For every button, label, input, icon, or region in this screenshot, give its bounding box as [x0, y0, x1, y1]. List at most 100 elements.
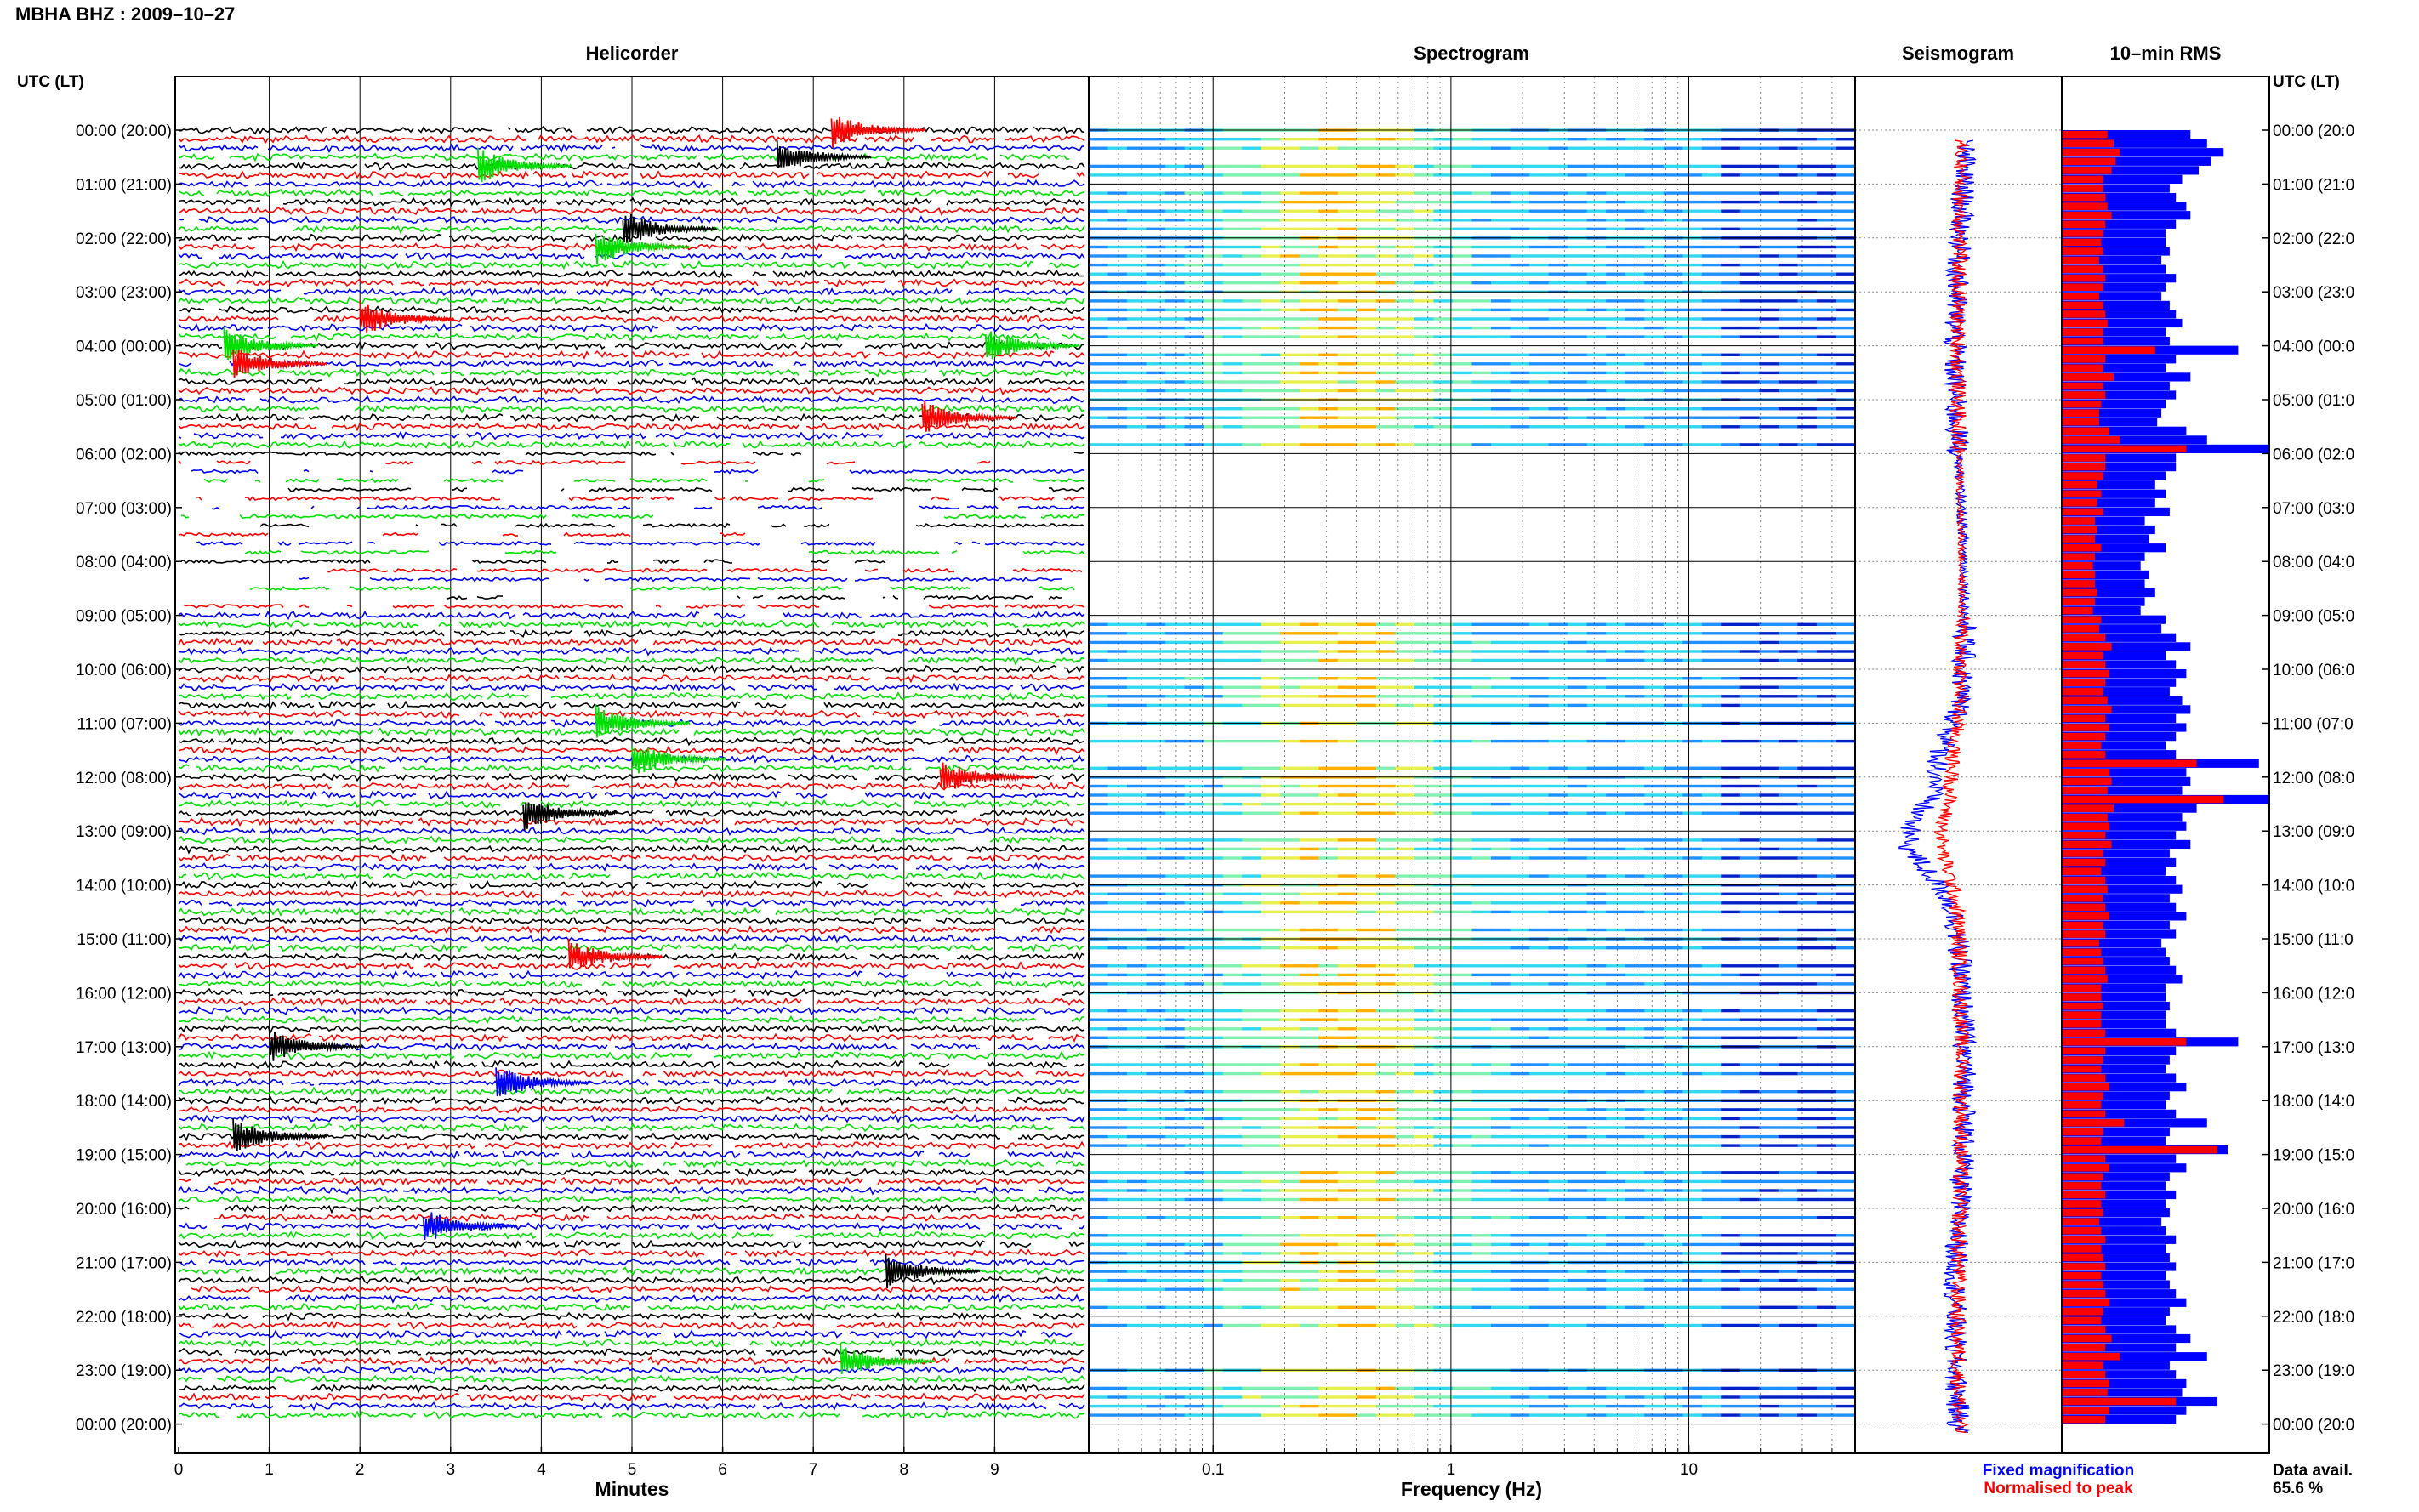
spectrogram-cell [1204, 874, 1224, 878]
spectrogram-cell [1261, 784, 1281, 788]
spectrogram-cell [1375, 1189, 1396, 1192]
spectrogram-cell [1739, 308, 1760, 312]
spectrogram-cell [1721, 811, 1741, 815]
time-label-left: 22:00 (18:00) [76, 1309, 172, 1327]
rms-normalised-bar [2062, 480, 2097, 489]
rms-normalised-bar [2062, 643, 2112, 651]
spectrogram-cell [1586, 739, 1607, 743]
spectrogram-cell [1721, 380, 1741, 384]
spectrogram-cell [1606, 416, 1626, 419]
spectrogram-cell [1797, 1305, 1818, 1309]
spectrogram-cell [1433, 362, 1454, 366]
spectrogram-cell [1242, 847, 1262, 851]
spectrogram-cell [1222, 1287, 1243, 1291]
spectrogram-cell [1701, 1126, 1722, 1129]
rms-fixed-bar [2062, 1244, 2166, 1253]
spectrogram-cell [1739, 281, 1760, 285]
spectrogram-cell [1375, 371, 1396, 375]
helicorder-trace [178, 1249, 241, 1258]
spectrogram-cell [1644, 739, 1665, 743]
spectrogram-cell [1184, 793, 1204, 797]
spectrogram-cell [1739, 1386, 1760, 1390]
helicorder-trace [816, 997, 1085, 1006]
spectrogram-cell [1414, 982, 1434, 986]
spectrogram-cell [1222, 1144, 1243, 1147]
spectrogram-cell [1453, 1252, 1473, 1255]
helicorder-trace [1068, 1125, 1085, 1131]
spectrogram-cell [1797, 928, 1818, 932]
time-label-left: 17:00 (13:00) [76, 1039, 172, 1057]
spectrogram-cell [1127, 901, 1147, 905]
spectrogram-cell [1529, 317, 1550, 321]
spectrogram-cell [1644, 766, 1665, 770]
spectrogram-cell [1318, 703, 1339, 708]
helicorder-trace [864, 568, 879, 572]
spectrogram-cell [1184, 425, 1204, 429]
spectrogram-cell [1663, 308, 1683, 312]
helicorder-trace [247, 1248, 595, 1258]
spectrogram-cell [1548, 138, 1568, 141]
helicorder-trace [178, 925, 996, 935]
spectrogram-cell [1414, 793, 1434, 797]
spectrogram-cell [1222, 677, 1243, 680]
spectrogram-cell [1568, 425, 1588, 429]
spectrogram-cell [1586, 389, 1607, 393]
spectrogram-cell [1127, 1063, 1147, 1066]
spectrogram-cell [1586, 658, 1607, 662]
spectrogram-cell [1261, 1117, 1281, 1121]
helicorder-trace [316, 359, 664, 368]
spectrogram-cell [1568, 632, 1588, 635]
spectrogram-cell [1146, 1287, 1166, 1291]
spectrogram-cell [1548, 784, 1568, 788]
time-label-right: 14:00 (10:0 [2273, 878, 2354, 895]
spectrogram-cell [1586, 1242, 1607, 1247]
spectrogram-cell [1721, 739, 1741, 743]
spectrogram-cell [1644, 1108, 1665, 1111]
spectrogram-cell [1146, 326, 1166, 330]
spectrogram-cell [1759, 1189, 1779, 1192]
helicorder-trace [178, 323, 264, 332]
helicorder-trace [629, 197, 932, 207]
spectrogram-cell [1261, 703, 1281, 708]
rms-fixed-bar [2062, 831, 2177, 840]
helicorder-trace [441, 1303, 631, 1312]
spectrogram-cell [1721, 1216, 1741, 1219]
spectrogram-cell [1261, 416, 1281, 419]
spectrogram-cell [1663, 1270, 1683, 1273]
spectrogram-cell [1759, 1234, 1779, 1237]
spectrogram-cell [1357, 1278, 1377, 1282]
spectrogram-cell [1816, 1108, 1836, 1111]
spectrogram-cell [1299, 1134, 1319, 1139]
helicorder-trace [178, 1347, 223, 1356]
spectrogram-cell [1204, 200, 1224, 204]
spectrogram-cell [1606, 1287, 1626, 1291]
helicorder-trace [178, 816, 335, 827]
spectrogram-cell [1510, 1270, 1530, 1273]
spectrogram-cell [1204, 1144, 1224, 1147]
spectrogram-cell [1663, 964, 1683, 968]
spectrogram-cell [1318, 1386, 1339, 1390]
spectrogram-cell [1433, 1018, 1454, 1021]
spectrogram-cell [1433, 847, 1454, 851]
spectrogram-cell [1146, 892, 1166, 895]
spectrogram-cell [1548, 1270, 1568, 1273]
rms-fixed-bar [2062, 255, 2162, 265]
helicorder-trace [1068, 1241, 1085, 1248]
spectrogram-cell [1663, 1134, 1683, 1139]
spectrogram-cell [1816, 739, 1836, 743]
time-label-right: 05:00 (01:0 [2273, 392, 2354, 410]
helicorder-trace [902, 754, 1085, 764]
rms-normalised-bar [2062, 787, 2108, 794]
helicorder-trace [236, 899, 567, 907]
spectrogram-cell [1242, 1395, 1262, 1399]
spectrogram-cell [1165, 219, 1186, 222]
helicorder-trace [803, 161, 1085, 171]
spectrogram-cell [1299, 335, 1319, 338]
spectrogram-cell [1606, 703, 1626, 708]
spectrogram-cell [1107, 227, 1128, 230]
spectrogram-cell [1107, 1216, 1128, 1219]
spectrogram-cell [1739, 219, 1760, 222]
spectrogram-cell [1453, 353, 1473, 356]
spectrogram-cell [1491, 982, 1511, 986]
rms-normalised-bar [2062, 724, 2110, 731]
